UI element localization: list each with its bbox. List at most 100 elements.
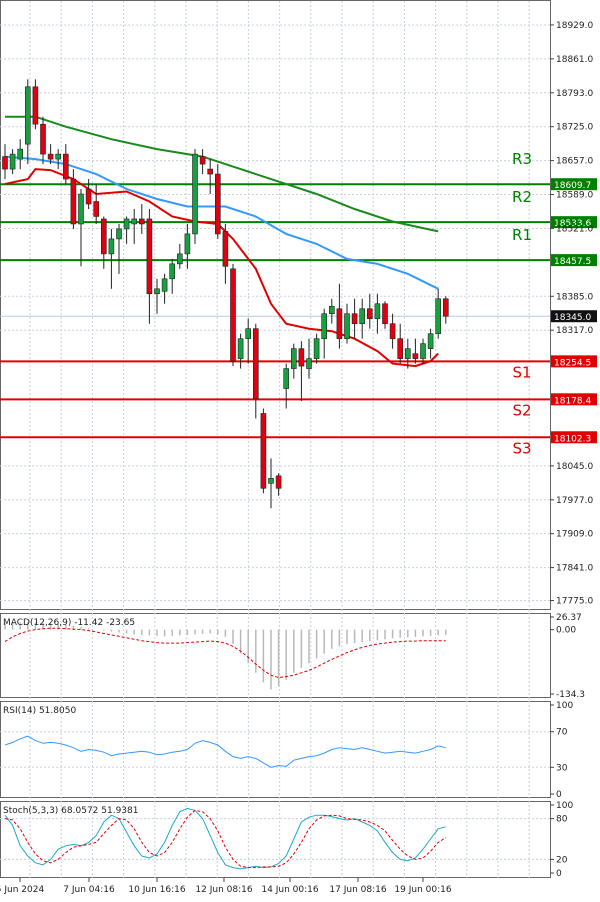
macd-tick-label: 26.37 [556,613,582,623]
support-resistance-levels: R3 18609.7 R2 18533.6 R1 18457.5 S1 18254.5 S2 18… [0,150,597,457]
candle-body [290,348,297,369]
candle-body [101,218,107,255]
price-tick-label: 18317.0 [556,326,593,336]
stoch-indicator: 100 80 20 0 [0,801,573,879]
current-price-tag-label: 18345.0 [554,313,591,323]
main-panel-border [0,0,551,610]
level-name-s3: S3 [512,439,531,457]
candle-body [359,308,366,325]
candle-body [85,188,92,205]
candle-body [9,153,16,170]
candle-body [17,148,24,160]
candle-body [328,305,335,315]
candle-body [131,218,137,225]
candle-body [412,353,419,359]
price-tick-label: 18725.0 [556,123,593,133]
candle-body [397,338,404,359]
rsi-tick-label: 0 [556,790,562,800]
level-tag-bg [551,178,597,191]
price-tick-label: 18861.0 [556,55,593,65]
candle-body [78,193,84,225]
rsi-indicator: 100 70 30 0 [0,701,573,800]
rsi-tick-label: 30 [556,763,568,773]
level-tag-bg [551,393,597,406]
level-tag-label: 18254.5 [554,358,591,368]
current-price-tag-bg [551,310,597,323]
price-tick-label: 18385.0 [556,292,593,302]
candle-body [184,233,191,255]
price-tick-label: 18521.0 [556,224,593,234]
candle-body [306,358,312,369]
candle-body [237,338,244,359]
level-tag-bg [551,355,597,368]
level-name-r3: R3 [512,150,532,168]
candle-body [161,278,168,292]
level-name-s2: S2 [512,401,531,419]
candle-body [298,348,305,367]
level-name-r1: R1 [512,226,532,244]
candle-body [283,368,290,389]
stoch-label: Stoch(5,3,3) 68.0572 51.9381 [3,806,138,816]
level-tag-bg [551,216,597,229]
rsi-tick-label: 70 [556,728,568,738]
candle-body [70,178,77,225]
moving-average-line [5,115,439,233]
time-tick-label: 14 Jun 00:16 [261,885,318,895]
time-axis: 5 Jun 2024 7 Jun 04:16 10 Jun 16:16 12 Jun … [0,878,452,895]
time-tick-label: 19 Jun 00:16 [394,885,451,895]
stoch-tick-label: 0 [556,869,562,879]
rsi-tick-label: 100 [556,701,573,711]
candle-body [366,308,373,320]
price-tick-label: 18589.0 [556,191,593,201]
macd-tick-label: 0.00 [556,626,576,636]
candle-body [169,263,175,280]
candle-body [389,323,396,339]
candle-body [222,231,229,267]
price-tick-label: 18045.0 [556,462,593,472]
candle-body [313,338,320,359]
time-tick-label: 17 Jun 08:16 [329,885,386,895]
candle-body [192,153,198,235]
candle-body [245,328,251,339]
level-tag-label: 18457.5 [554,257,591,267]
candle-body [344,313,350,339]
stoch-tick-label: 20 [556,855,568,865]
macd-signal-line [4,627,446,679]
candle-body [321,313,328,339]
level-name-r2: R2 [512,188,532,206]
candle-body [442,298,449,317]
candle-body [404,348,411,359]
time-tick-label: 5 Jun 2024 [0,885,44,895]
candle-body [108,238,115,255]
level-tag-label: 18178.4 [554,396,591,406]
macd-panel-border [0,613,551,698]
stoch-tick-label: 80 [556,815,568,825]
price-tick-label: 18793.0 [556,89,593,99]
level-tag-label: 18609.7 [554,181,591,191]
price-tick-label: 17977.0 [556,496,593,506]
candle-body [207,168,213,175]
candle-body [2,156,8,170]
macd-label: MACD(12,26,9) -11.42 -23.65 [3,618,135,628]
candle-body [154,288,160,295]
candle-body [268,478,274,484]
candle-body [62,153,69,180]
level-tag-label: 18533.6 [554,219,591,229]
candle-body [24,86,31,145]
level-tag-bg [551,254,597,267]
price-tick-label: 17841.0 [556,564,593,574]
candle-body [146,218,153,295]
time-tick-label: 12 Jun 08:16 [195,885,252,895]
time-tick-label: 10 Jun 16:16 [128,885,185,895]
time-tick-label: 7 Jun 04:16 [63,885,115,895]
candle-body [435,298,442,334]
candle-body [123,218,130,230]
candles [2,79,449,509]
level-tag-bg [551,431,597,444]
candle-body [47,153,54,160]
price-tick-label: 17909.0 [556,530,593,540]
candle-body [230,268,236,362]
candle-body [215,173,221,235]
level-name-s1: S1 [512,363,531,381]
